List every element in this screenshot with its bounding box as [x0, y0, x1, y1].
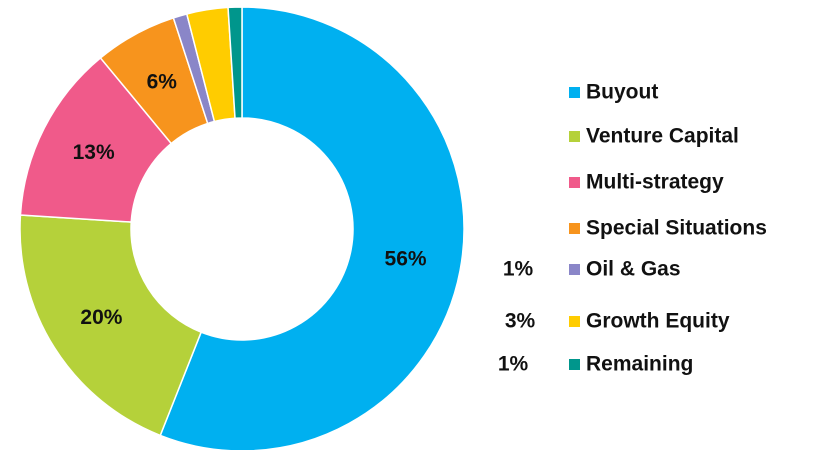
data-label: 3%	[505, 310, 536, 333]
legend-label: Venture Capital	[586, 125, 739, 148]
donut-slice	[159, 6, 465, 450]
data-label: 1%	[503, 258, 534, 281]
legend-swatch	[569, 359, 580, 370]
legend-label: Multi-strategy	[586, 171, 724, 194]
legend-label: Oil & Gas	[586, 258, 681, 281]
legend-label: Growth Equity	[586, 310, 730, 333]
data-label: 1%	[498, 353, 529, 376]
legend-swatch	[569, 131, 580, 142]
data-label: 20%	[80, 306, 122, 329]
data-label: 13%	[73, 141, 115, 164]
legend-label: Special Situations	[586, 217, 767, 240]
legend-swatch	[569, 177, 580, 188]
data-label: 6%	[147, 71, 178, 94]
legend-swatch	[569, 87, 580, 98]
donut-slice	[227, 6, 243, 120]
data-label: 56%	[385, 248, 427, 271]
legend-swatch	[569, 316, 580, 327]
legend-label: Buyout	[586, 81, 658, 104]
donut-slice	[19, 214, 203, 437]
legend-swatch	[569, 223, 580, 234]
legend-label: Remaining	[586, 353, 693, 376]
legend-swatch	[569, 264, 580, 275]
